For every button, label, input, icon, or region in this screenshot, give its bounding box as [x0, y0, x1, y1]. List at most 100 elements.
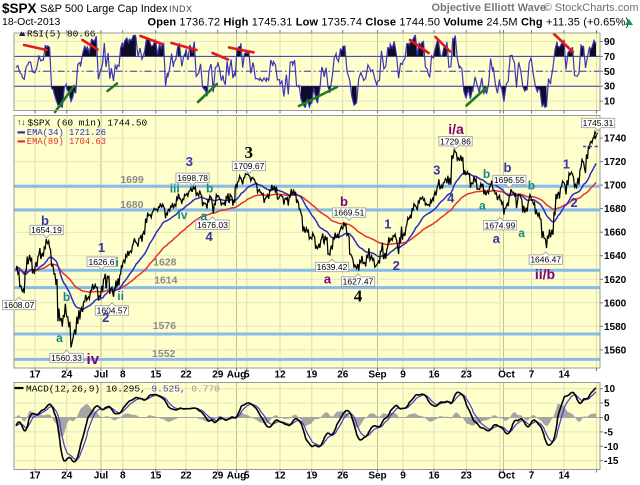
svg-text:29: 29	[212, 471, 224, 482]
svg-text:1699: 1699	[120, 174, 144, 186]
svg-text:a: a	[200, 209, 207, 223]
svg-text:16: 16	[428, 370, 440, 381]
svg-text:1740: 1740	[604, 134, 627, 145]
svg-text:b: b	[41, 213, 49, 228]
svg-text:1580: 1580	[604, 322, 627, 333]
svg-text:ii/b: ii/b	[535, 266, 555, 282]
svg-text:a: a	[56, 331, 63, 345]
svg-text:1640: 1640	[604, 251, 627, 262]
svg-text:23: 23	[461, 370, 473, 381]
svg-text:3: 3	[433, 163, 440, 178]
svg-text:3: 3	[186, 154, 193, 169]
svg-text:↑↓: ↑↓	[17, 117, 26, 127]
svg-text:19: 19	[306, 370, 318, 381]
svg-text:Objective Elliott Wave: Objective Elliott Wave	[431, 2, 546, 14]
svg-text:3: 3	[244, 143, 253, 162]
svg-text:14: 14	[558, 370, 570, 381]
svg-text:1608.07: 1608.07	[4, 300, 35, 310]
svg-text:$SPX (60 min) 1744.50: $SPX (60 min) 1744.50	[28, 118, 148, 129]
svg-text:i/a: i/a	[448, 121, 464, 137]
svg-text:a: a	[518, 226, 525, 240]
svg-text:a: a	[479, 199, 486, 213]
svg-text:70: 70	[604, 52, 616, 63]
svg-text:EMA(89) 1704.63: EMA(89) 1704.63	[27, 137, 106, 147]
svg-text:EMA(34) 1721.26: EMA(34) 1721.26	[27, 128, 106, 138]
svg-text:1700: 1700	[604, 181, 627, 192]
svg-text:1680: 1680	[604, 204, 627, 215]
svg-text:15: 15	[150, 370, 162, 381]
svg-text:8: 8	[120, 370, 126, 381]
svg-text:1709.67: 1709.67	[234, 161, 265, 171]
svg-text:b: b	[528, 179, 535, 193]
svg-text:15: 15	[150, 471, 162, 482]
svg-text:5: 5	[244, 471, 250, 482]
svg-text:24: 24	[61, 370, 73, 381]
svg-text:2: 2	[570, 195, 577, 210]
svg-text:-5: -5	[604, 427, 613, 438]
svg-text:© StockCharts.com: © StockCharts.com	[544, 2, 639, 14]
svg-text:-15: -15	[604, 456, 619, 467]
svg-text:9: 9	[400, 370, 406, 381]
svg-text:17: 17	[29, 370, 41, 381]
svg-text:Open 1736.72 High 1745.31 Low: Open 1736.72 High 1745.31 Low 1735.74 Cl…	[148, 17, 633, 29]
svg-text:23: 23	[461, 471, 473, 482]
svg-text:RSI(5) 80.66: RSI(5) 80.66	[27, 28, 96, 39]
svg-text:1745.31: 1745.31	[583, 118, 614, 128]
svg-text:22: 22	[180, 370, 192, 381]
svg-text:5: 5	[604, 399, 610, 410]
svg-text:b: b	[483, 167, 490, 181]
svg-text:1604.57: 1604.57	[97, 306, 128, 316]
svg-text:1614: 1614	[154, 275, 178, 287]
svg-text:1639.42: 1639.42	[317, 262, 348, 272]
svg-text:1696.55: 1696.55	[494, 175, 525, 185]
svg-text:1626.6: 1626.6	[89, 257, 115, 267]
svg-text:1: 1	[98, 240, 105, 255]
svg-text:-10: -10	[604, 442, 619, 453]
svg-text:1676.03: 1676.03	[197, 220, 228, 230]
svg-text:1627.47: 1627.47	[343, 277, 374, 287]
svg-text:Aug: Aug	[227, 370, 246, 381]
svg-text:$SPX: $SPX	[2, 1, 37, 16]
svg-text:1: 1	[384, 217, 391, 232]
svg-text:90: 90	[604, 37, 616, 48]
svg-text:14: 14	[558, 471, 570, 482]
svg-text:17: 17	[29, 471, 41, 482]
svg-text:24: 24	[61, 471, 73, 482]
svg-text:MACD(12,26,9) 10.295, 9.525, 0: MACD(12,26,9) 10.295, 9.525, 0.770	[26, 383, 220, 394]
svg-text:2: 2	[102, 310, 109, 325]
svg-text:26: 26	[337, 471, 349, 482]
svg-text:1600: 1600	[604, 298, 627, 309]
svg-text:1620: 1620	[604, 275, 627, 286]
svg-text:Sep: Sep	[368, 370, 386, 381]
svg-text:12: 12	[274, 471, 286, 482]
svg-text:1654.19: 1654.19	[31, 225, 62, 235]
svg-text:i: i	[116, 256, 119, 270]
svg-text:ii: ii	[117, 289, 124, 303]
svg-text:18-Oct-2013: 18-Oct-2013	[2, 16, 61, 28]
svg-text:INDX: INDX	[169, 4, 193, 14]
svg-text:1669.51: 1669.51	[334, 208, 365, 218]
svg-text:iv: iv	[177, 208, 187, 222]
svg-text:1674.99: 1674.99	[485, 220, 516, 230]
svg-text:1680: 1680	[120, 199, 144, 211]
svg-text:10: 10	[604, 97, 616, 108]
svg-text:7: 7	[529, 471, 535, 482]
svg-text:a: a	[493, 231, 501, 246]
svg-text:4: 4	[354, 287, 363, 306]
svg-text:7: 7	[529, 370, 535, 381]
svg-text:1660: 1660	[604, 228, 627, 239]
svg-text:Jul: Jul	[94, 471, 109, 482]
svg-text:9: 9	[400, 471, 406, 482]
svg-text:1720: 1720	[604, 157, 627, 168]
svg-text:1576: 1576	[153, 320, 177, 332]
svg-text:1646.47: 1646.47	[530, 255, 561, 265]
svg-text:29: 29	[212, 370, 224, 381]
svg-text:16: 16	[428, 471, 440, 482]
svg-text:b: b	[63, 290, 70, 304]
svg-text:10: 10	[604, 384, 616, 395]
svg-text:22: 22	[180, 471, 192, 482]
svg-text:Jul: Jul	[94, 370, 109, 381]
svg-text:1: 1	[563, 157, 570, 172]
svg-text:1729.86: 1729.86	[440, 136, 471, 146]
svg-text:4: 4	[447, 191, 455, 206]
